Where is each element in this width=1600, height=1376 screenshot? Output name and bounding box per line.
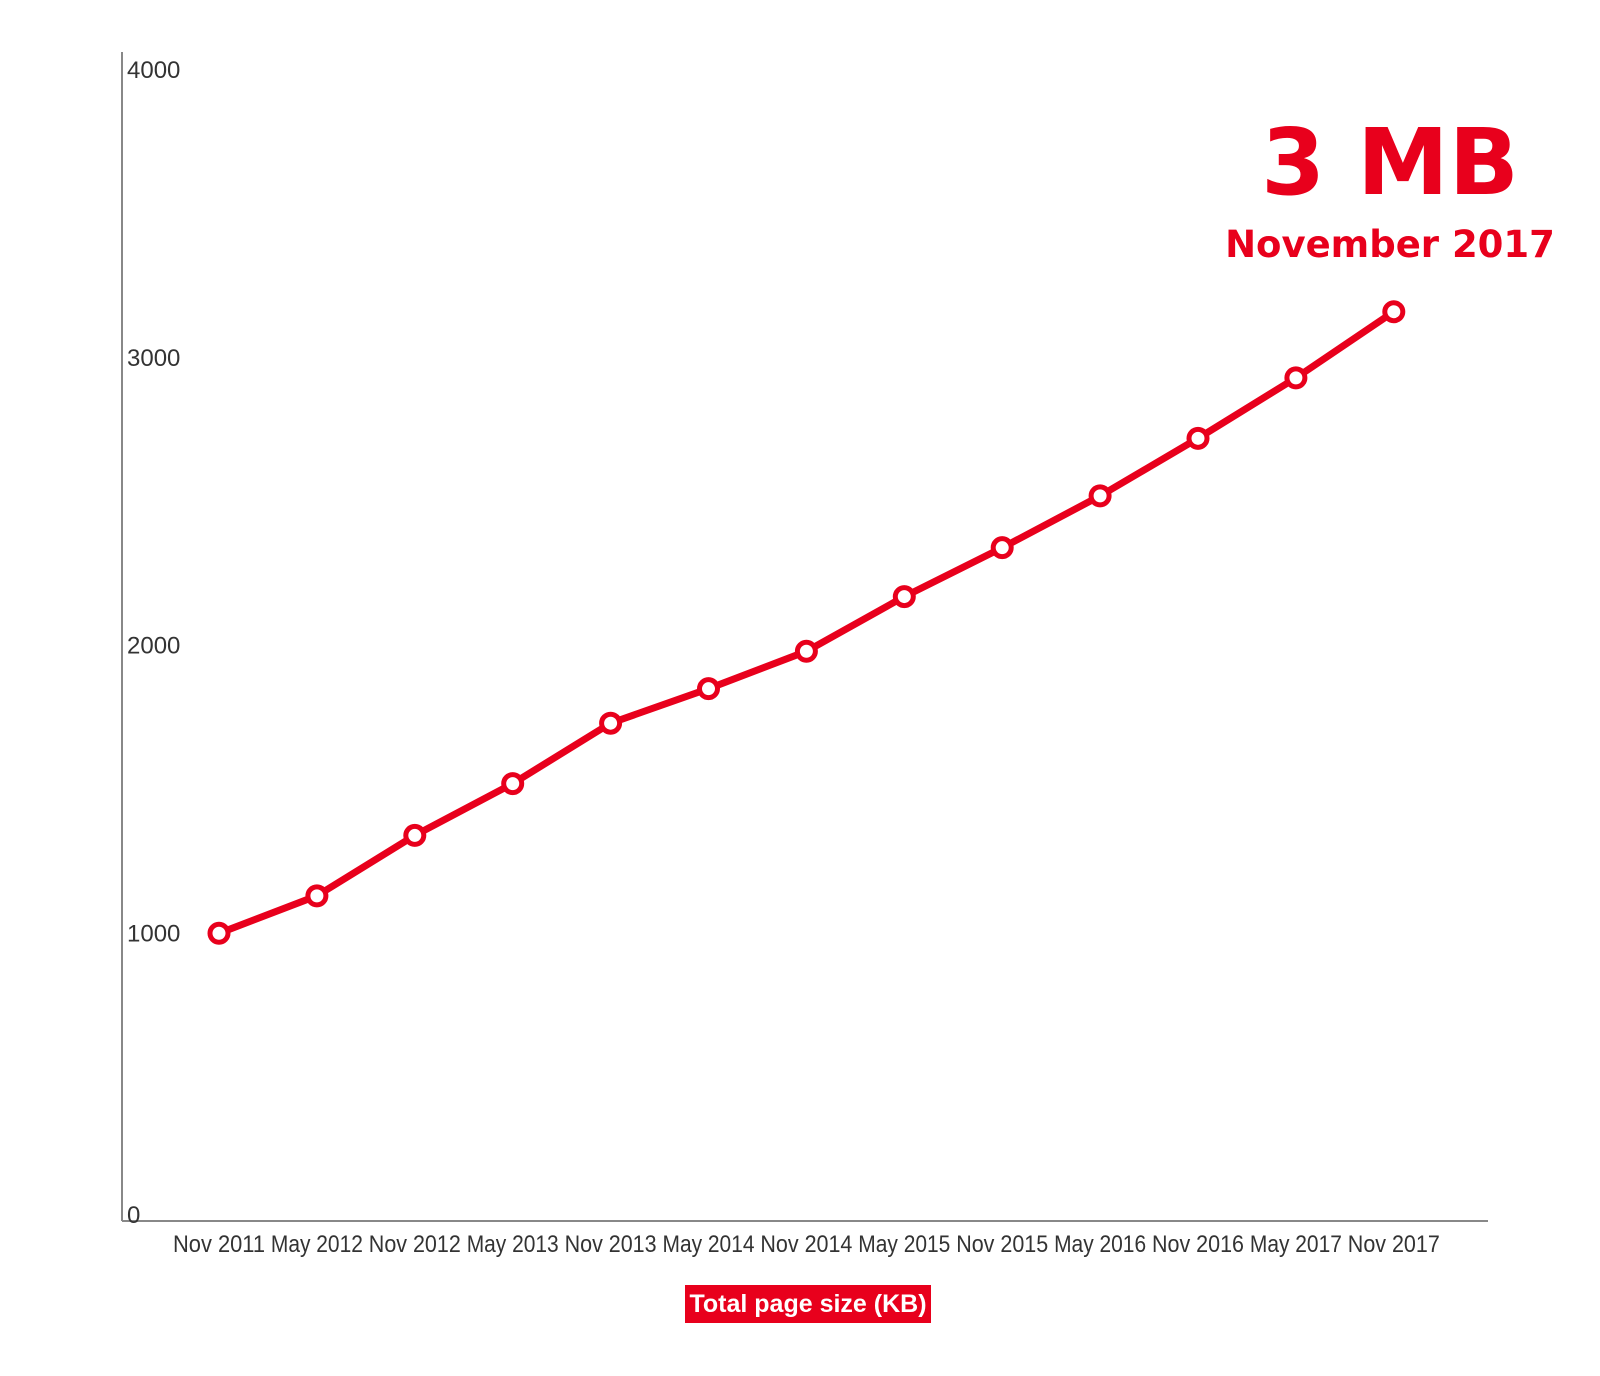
x-tick-label: Nov 2015 [956,1231,1048,1258]
y-tick-label: 0 [127,1202,140,1229]
x-tick-label: Nov 2014 [760,1231,852,1258]
x-tick-label: Nov 2013 [565,1231,657,1258]
y-tick-label: 3000 [127,345,180,372]
x-tick-label: Nov 2016 [1152,1231,1244,1258]
x-tick-label: Nov 2017 [1348,1231,1440,1258]
data-point [1382,300,1406,324]
data-point [1088,484,1112,508]
data-point [1186,426,1210,450]
data-point [892,585,916,609]
x-tick-label: Nov 2012 [369,1231,461,1258]
x-tick-label: May 2017 [1250,1231,1342,1258]
annotation-value: 3 MB [1261,109,1519,216]
x-tick-label: May 2015 [858,1231,950,1258]
x-tick-label: May 2012 [271,1231,363,1258]
y-tick-label: 1000 [127,920,180,947]
data-point [794,639,818,663]
y-tick-label: 4000 [127,57,180,84]
data-point [599,711,623,735]
data-point [403,823,427,847]
y-tick-label: 2000 [127,633,180,660]
data-points [207,300,1406,945]
data-point [990,536,1014,560]
legend-series-label: Total page size (KB) [685,1285,931,1323]
data-point [207,921,231,945]
x-tick-labels: Nov 2011 May 2012 Nov 2012 May 2013 Nov 2013… [173,1231,1440,1258]
data-point [1284,366,1308,390]
x-tick-label: May 2013 [467,1231,559,1258]
y-tick-labels: 0 1000 2000 3000 4000 [127,57,180,1229]
x-tick-label: May 2014 [663,1231,755,1258]
series-line [215,308,1398,937]
data-point [501,772,525,796]
data-point [697,677,720,701]
x-tick-label: Nov 2011 [173,1231,265,1258]
annotation-label: November 2017 [1225,223,1555,266]
data-point [305,884,329,908]
x-tick-label: May 2016 [1054,1231,1146,1258]
